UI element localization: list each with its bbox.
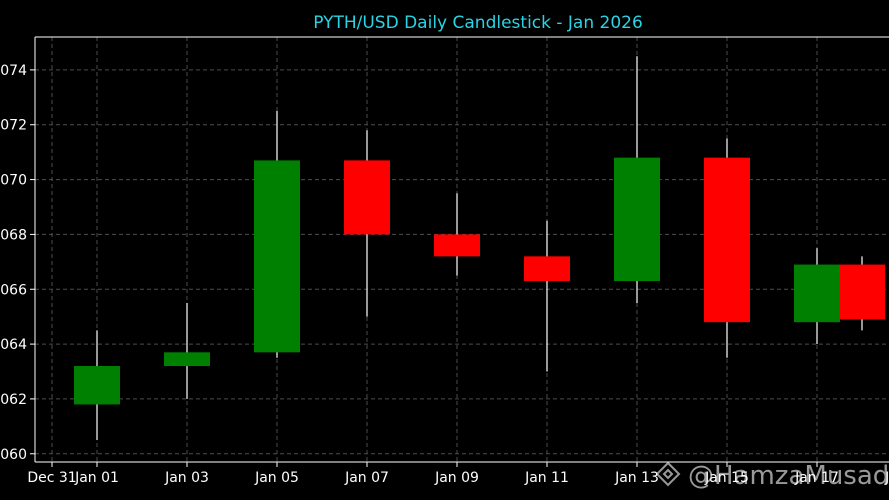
- x-tick-label: Jan 05: [254, 470, 299, 486]
- chart-title: PYTH/USD Daily Candlestick - Jan 2026: [313, 13, 643, 33]
- y-tick-label: 0.072: [0, 118, 27, 134]
- candle-down: [344, 130, 390, 317]
- y-tick-label: 0.060: [0, 447, 27, 463]
- candle-body: [254, 160, 300, 353]
- x-tick-label: Dec 31: [27, 470, 76, 486]
- candle-body: [524, 256, 570, 282]
- candle-body: [839, 264, 885, 320]
- x-tick-label: Jan 11: [524, 470, 569, 486]
- binance-diamond-icon: [655, 461, 681, 487]
- candle-down: [704, 138, 750, 358]
- candle-body: [164, 352, 210, 367]
- y-tick-label: 0.064: [0, 337, 27, 353]
- candle-down: [839, 256, 885, 331]
- watermark-text: @HamzaMusadiq: [688, 461, 889, 491]
- candle-body: [794, 264, 840, 323]
- candle-body: [344, 160, 390, 235]
- candle-up: [614, 56, 660, 303]
- candle-up: [254, 111, 300, 358]
- candle-body: [704, 157, 750, 323]
- x-tick-label: Jan 01: [74, 470, 119, 486]
- y-tick-label: 0.068: [0, 227, 27, 243]
- x-tick-label: Jan 19: [884, 470, 889, 486]
- y-tick-label: 0.062: [0, 392, 27, 408]
- candle-down: [524, 220, 570, 372]
- x-tick-label: Jan 17: [794, 470, 839, 486]
- y-tick-label: 0.070: [0, 173, 27, 189]
- x-tick-label: Jan 13: [614, 470, 659, 486]
- watermark: @HamzaMusadiq: [655, 461, 889, 491]
- x-tick-label: Jan 09: [434, 470, 479, 486]
- y-tick-label: 0.066: [0, 282, 27, 298]
- candle-up: [794, 248, 840, 345]
- axis-layer: 0.060 0.062 0.064 0.066 0.068 0.070 0.072 0.074…: [0, 36, 889, 486]
- x-tick-label: Jan 07: [344, 470, 389, 486]
- x-tick-label: Jan 15: [704, 470, 749, 486]
- candle-body: [434, 234, 480, 257]
- candle-layer: [74, 56, 885, 441]
- candle-down: [434, 193, 480, 276]
- candle-up: [164, 302, 210, 399]
- candle-body: [614, 157, 660, 282]
- y-tick-label: 0.074: [0, 63, 27, 79]
- x-tick-label: Jan 03: [164, 470, 209, 486]
- candle-up: [74, 330, 120, 441]
- candle-body: [74, 366, 120, 405]
